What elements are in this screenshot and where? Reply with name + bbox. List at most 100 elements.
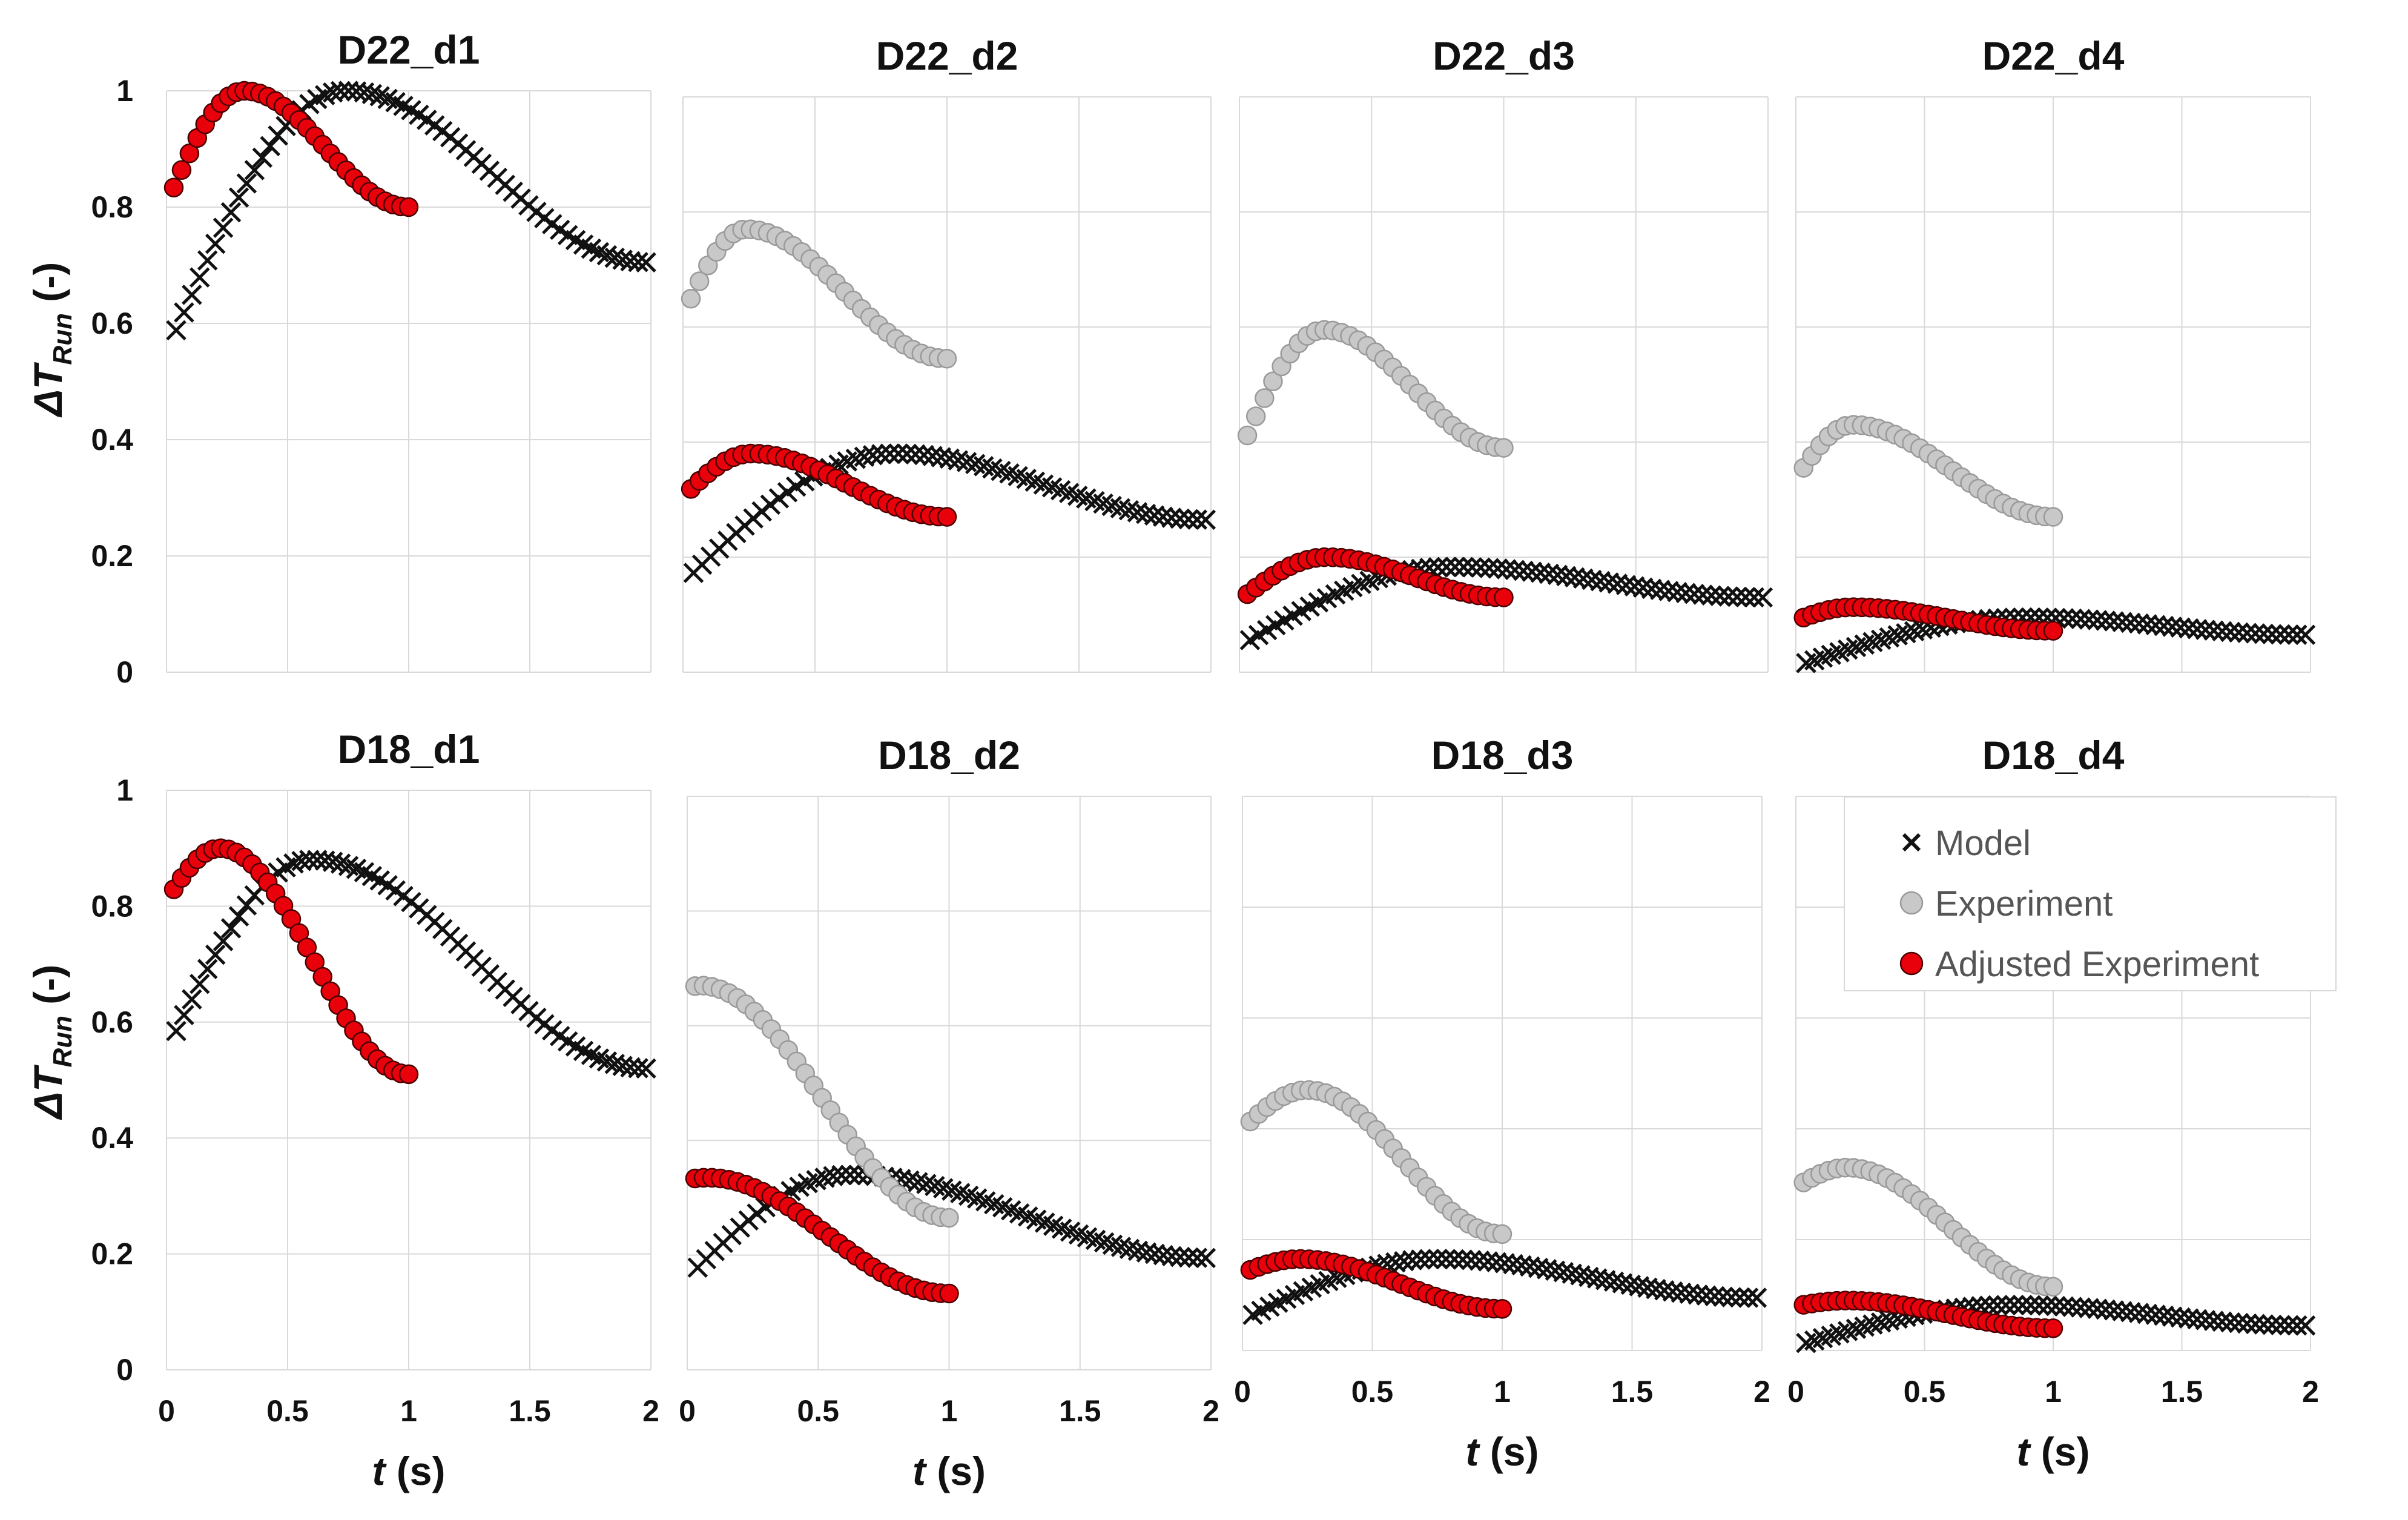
model-point [2203,1310,2225,1331]
x-tick-label: 1 [400,1394,417,1428]
model-point [1453,1249,1473,1270]
model-point [2087,610,2108,630]
adjusted-point [179,144,200,164]
model-point [2254,623,2274,644]
model-point [190,267,210,288]
model-point [636,1058,656,1079]
model-point [1520,1256,1540,1277]
model-point [1170,508,1190,529]
model-point [1632,577,1654,598]
model-point [182,989,202,1009]
model-point [840,1165,860,1185]
model-point [2137,1303,2158,1324]
model-point [1161,1246,1183,1267]
model-point [1658,581,1679,601]
model-point [1461,1250,1482,1271]
model-point [768,488,790,509]
y-tick-label: 0 [116,1353,133,1387]
model-point [2212,1311,2232,1332]
y-tick-label: 0.6 [91,1005,133,1039]
model-point [1746,1287,1767,1308]
model-point [252,147,273,168]
model-point [1598,572,1619,593]
model-point [1479,558,1500,578]
adjusted-point [2043,621,2063,641]
model-point [2062,1297,2083,1317]
model-point [291,851,312,871]
experiment-point [937,349,957,369]
y-axis-label-bottom-space [25,1005,70,1016]
y-axis-label-top-subscript: Run [48,313,78,365]
series-adjusted [1793,597,2063,641]
model-point [1505,560,1525,580]
panel-D18_d2: D18_d2 0 0.5 1 1.5 2 t (s) [679,733,1219,1493]
model-point [2145,1304,2166,1325]
model-point [2286,1315,2307,1336]
model-point [628,251,648,273]
model-point [2112,1301,2133,1321]
model-point [1624,576,1645,597]
panel-D22_d2: D22_d2 [681,33,1216,673]
panel-D22_d1: D22_d1 0 0.2 0.4 0.6 0.8 1 [91,27,656,689]
experiment-point [939,1208,959,1228]
panel-title: D18_d3 [1431,733,1574,778]
model-point [2261,1314,2283,1335]
panel-title: D22_d1 [338,27,480,72]
model-point [2095,1299,2116,1320]
model-point [1667,581,1687,603]
x-tick-label: 2 [642,1394,659,1428]
adjusted-point [398,197,419,217]
x-tick-label: 1.5 [509,1394,551,1428]
model-point [1178,509,1199,530]
model-point [197,959,218,979]
model-point [220,918,242,939]
model-point [922,446,943,466]
panel-D18_d3: D18_d3 0 0.5 1 1.5 2 t (s) [1234,733,1770,1474]
model-point [888,443,909,464]
legend-experiment-marker [1899,891,1924,915]
panel-title: D22_d2 [876,33,1018,78]
model-point [1752,587,1773,608]
model-point [1744,587,1764,608]
model-point [2062,608,2083,629]
model-point [1136,1242,1157,1263]
model-point [1511,1255,1532,1276]
x-tick-label: 1 [2045,1375,2062,1409]
x-tick-label: 1 [941,1394,958,1428]
model-point [2270,1315,2291,1335]
model-point [1487,558,1508,579]
model-point [182,285,202,305]
model-point [228,906,249,927]
model-point [1727,586,1747,607]
series-experiment [685,976,959,1228]
model-point [2228,622,2249,643]
model-point [1615,575,1637,595]
model-point [1513,560,1534,581]
model-point [2245,1313,2266,1335]
y-tick-label: 0 [116,655,133,689]
model-point [1675,583,1697,604]
model-point [2220,1312,2241,1333]
x-tick-label: 0.5 [1351,1375,1394,1409]
x-axis-label: t (s) [1466,1429,1539,1474]
model-point [1607,573,1628,594]
model-point [2120,612,2141,633]
series-adjusted [681,443,957,527]
model-point [2237,623,2258,644]
x-tick-label: 0.5 [266,1394,309,1428]
model-point [2137,614,2158,635]
series-experiment [681,219,957,369]
series-adjusted [163,838,419,1085]
y-tick-label: 0.6 [91,306,133,340]
model-point [2179,1308,2199,1329]
model-point [1144,505,1165,526]
model-point [354,82,375,103]
panel-title: D18_d1 [338,727,480,772]
experiment-point [2043,1277,2063,1297]
model-point [1494,1253,1516,1274]
model-point [1612,1273,1633,1294]
panel-D22_d4: D22_d4 [1793,33,2316,673]
model-point [1153,1244,1174,1266]
x-tick-label: 2 [1202,1394,1219,1428]
